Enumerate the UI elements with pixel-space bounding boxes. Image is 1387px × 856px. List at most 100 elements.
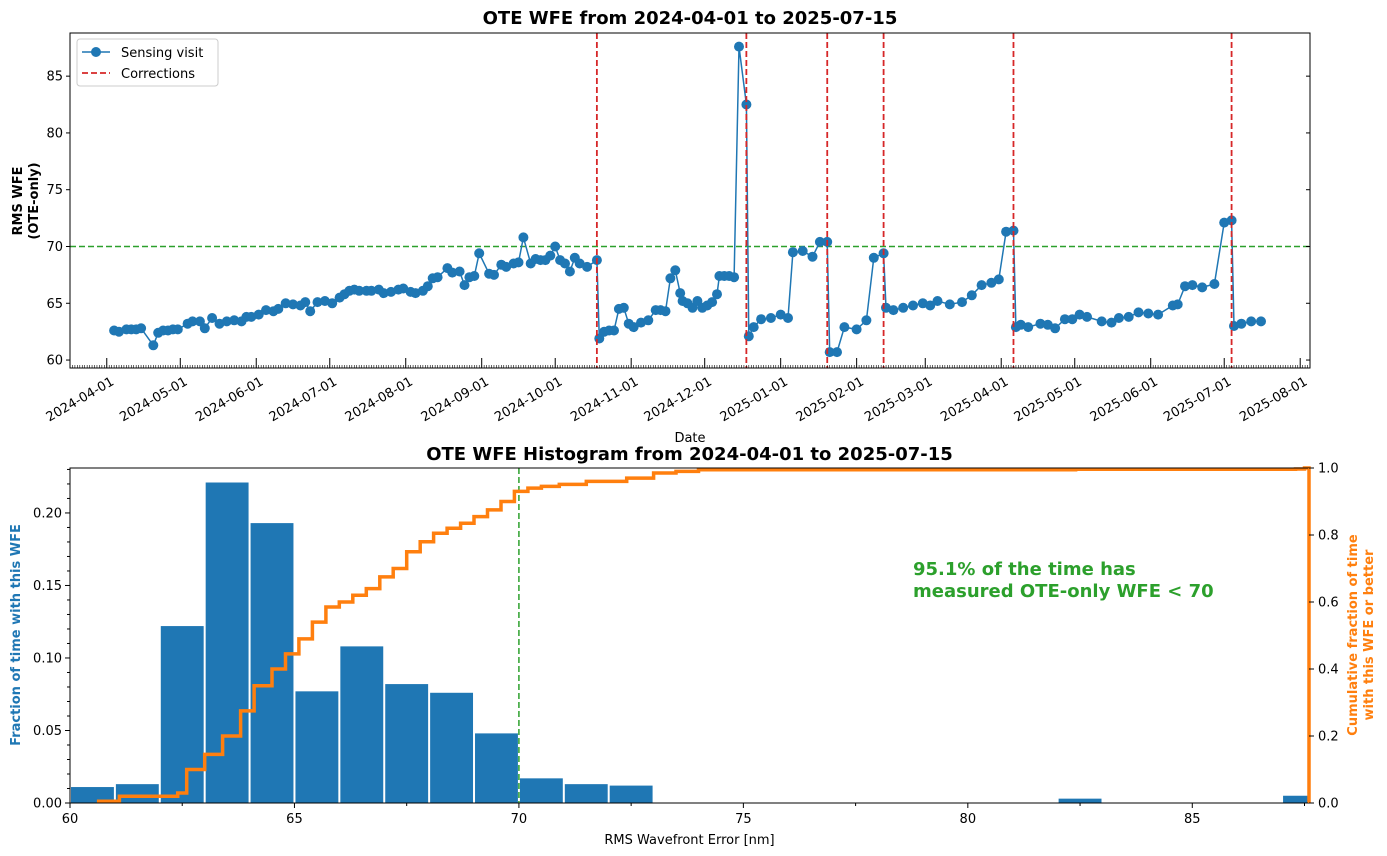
y2-tick-label: 0.4 xyxy=(1318,663,1339,678)
sensing-visit-point xyxy=(1008,225,1019,236)
x-tick-label: 2024-04-01 xyxy=(44,374,117,425)
sensing-visit-point xyxy=(1067,314,1078,325)
y-axis-label-line2: (OTE-only) xyxy=(27,162,42,239)
sensing-visit-point xyxy=(734,41,744,52)
x-tick-label: 70 xyxy=(511,812,528,827)
sensing-visit-point xyxy=(765,313,776,323)
sensing-visit-point xyxy=(489,269,499,280)
x-tick-label: 2025-06-01 xyxy=(1088,374,1161,425)
sensing-visit-point xyxy=(199,323,210,334)
sensing-visit-point xyxy=(643,315,654,326)
sensing-visit-point xyxy=(729,272,740,283)
sensing-visit-point xyxy=(832,347,842,358)
x-tick-label: 2024-07-01 xyxy=(267,374,340,425)
sensing-visit-point xyxy=(741,99,752,110)
sensing-visit-point xyxy=(513,257,524,268)
sensing-visit-point xyxy=(966,290,977,301)
x-tick-label: 2024-09-01 xyxy=(419,374,492,425)
sensing-visit-point xyxy=(1209,279,1220,289)
histogram-bar xyxy=(564,784,608,803)
sensing-visit-point xyxy=(1050,323,1061,334)
sensing-visit-point xyxy=(861,315,872,326)
sensing-visit-point xyxy=(1123,311,1134,322)
sensing-visit-point xyxy=(868,252,879,263)
sensing-visit-point xyxy=(366,285,377,296)
annotation-line1: 95.1% of the time has xyxy=(913,559,1136,580)
y-tick-label: 0.15 xyxy=(33,579,62,594)
sensing-visit-point xyxy=(957,297,967,308)
sensing-visit-point xyxy=(582,261,593,272)
legend-label-corrections: Corrections xyxy=(121,67,195,82)
histogram-bar xyxy=(115,784,159,803)
x-tick-label: 65 xyxy=(286,812,303,827)
sensing-visit-point xyxy=(851,324,862,335)
x-tick-label: 2025-04-01 xyxy=(938,374,1011,425)
x-tick-label: 75 xyxy=(735,812,752,827)
sensing-visit-point xyxy=(675,288,686,299)
sensing-visit-point xyxy=(474,248,485,259)
sensing-visit-point xyxy=(261,305,271,316)
sensing-visit-point xyxy=(221,316,232,327)
sensing-visit-point xyxy=(1113,313,1124,323)
sensing-visit-point xyxy=(207,313,218,323)
histogram-bar xyxy=(1058,798,1102,803)
chart-title: OTE WFE from 2024-04-01 to 2025-07-15 xyxy=(483,8,898,29)
y-axis-label: Fraction of time with this WFE xyxy=(9,524,24,746)
y2-tick-label: 0.8 xyxy=(1318,529,1339,544)
sensing-visit-point xyxy=(1153,309,1164,320)
sensing-visit-point xyxy=(550,241,561,252)
sensing-visit-point xyxy=(783,313,793,323)
sensing-visit-point xyxy=(665,273,676,284)
y-tick-label: 65 xyxy=(46,297,63,312)
histogram-bar xyxy=(385,684,429,803)
sensing-visit-point xyxy=(1082,311,1092,322)
legend-label-sensing: Sensing visit xyxy=(121,46,203,61)
x-tick-label: 2025-07-01 xyxy=(1161,374,1234,425)
sensing-visit-point xyxy=(670,265,681,276)
sensing-visit-point xyxy=(1001,226,1012,237)
sensing-visit-point xyxy=(743,331,754,342)
sensing-visit-point xyxy=(993,274,1004,285)
sensing-visit-point xyxy=(194,316,205,327)
sensing-visit-point xyxy=(1143,308,1154,319)
sensing-visit-point xyxy=(797,246,808,256)
x-tick-label: 2025-08-01 xyxy=(1237,374,1310,425)
sensing-visit-point xyxy=(469,271,480,281)
y2-axis-label-line2: with this WFE or better xyxy=(1362,549,1377,721)
sensing-visit-point xyxy=(712,289,722,300)
sensing-visit-point xyxy=(148,340,159,351)
y-axis-label: RMS WFE xyxy=(11,167,26,236)
sensing-visit-point xyxy=(1226,215,1237,226)
sensing-visit-point xyxy=(707,297,718,308)
sensing-visit-point xyxy=(748,322,759,333)
sensing-visit-point xyxy=(327,298,338,309)
sensing-visit-point xyxy=(976,280,987,291)
sensing-visit-point xyxy=(888,305,899,316)
sensing-visit-point xyxy=(1059,314,1070,325)
legend-marker-sensing xyxy=(91,47,101,57)
legend: Sensing visit Corrections xyxy=(76,38,219,87)
y-tick-label: 75 xyxy=(46,183,63,198)
x-axis-label: Date xyxy=(674,431,705,446)
sensing-visit-point xyxy=(618,302,629,313)
y-tick-label: 0.20 xyxy=(33,506,62,521)
y-tick-label: 60 xyxy=(46,354,63,369)
sensing-visit-point xyxy=(273,303,284,314)
x-tick-label: 2025-01-01 xyxy=(718,374,791,425)
sensing-visit-point xyxy=(925,300,936,311)
histogram-bar xyxy=(160,626,204,803)
histogram-bar xyxy=(340,646,384,803)
y2-tick-label: 0.2 xyxy=(1318,730,1339,745)
sensing-visit-point xyxy=(1035,318,1046,329)
x-axis-label: RMS Wavefront Error [nm] xyxy=(604,833,774,848)
y-tick-label: 85 xyxy=(46,70,63,85)
sensing-visit-point xyxy=(312,297,323,308)
sensing-visit-point xyxy=(432,272,443,283)
sensing-visit-point xyxy=(1246,316,1257,327)
sensing-visit-point xyxy=(756,314,767,325)
sensing-visit-point xyxy=(518,232,529,243)
sensing-visit-point xyxy=(1236,318,1247,329)
histogram-bar xyxy=(519,778,563,803)
sensing-visit-point xyxy=(1106,317,1117,328)
sensing-visit-point xyxy=(1133,307,1144,318)
